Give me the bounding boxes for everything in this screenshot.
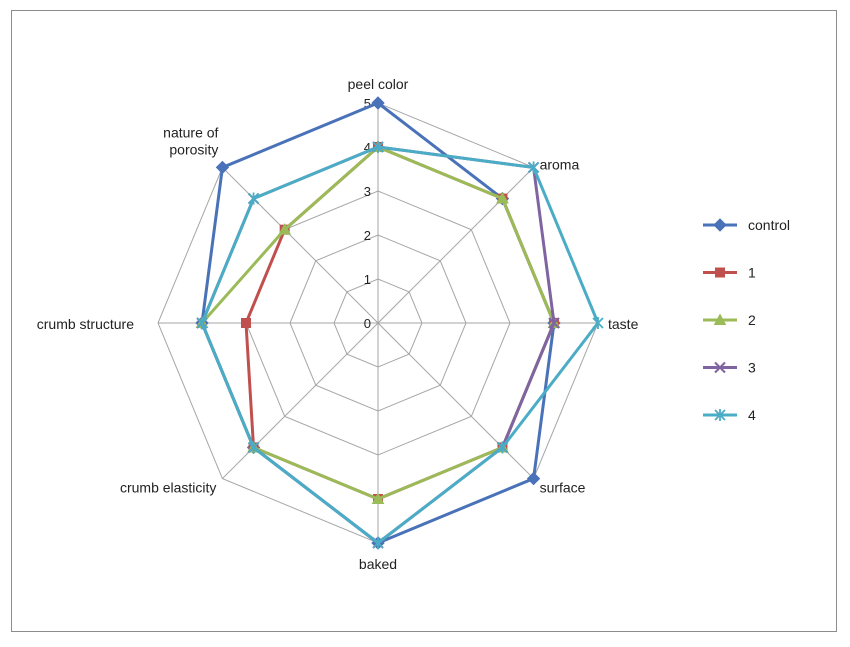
axis-label: crumb structure (37, 316, 134, 332)
legend-marker (713, 313, 727, 325)
data-point (496, 441, 509, 454)
data-point (241, 318, 251, 328)
tick-label: 3 (364, 184, 371, 199)
legend-label: 1 (748, 265, 756, 281)
data-point (527, 161, 540, 174)
series-4 (196, 141, 604, 549)
legend-marker-stroke (714, 361, 726, 374)
axis-label: peel color (348, 76, 409, 92)
legend-label: 2 (748, 312, 756, 328)
data-point (371, 492, 385, 504)
legend-marker (714, 409, 726, 421)
legend-marker (713, 218, 727, 232)
legend-label: 4 (748, 407, 756, 423)
data-point (247, 192, 260, 205)
data-point (247, 441, 260, 454)
tick-label: 2 (364, 228, 371, 243)
legend: control 1 2 3 4 (703, 217, 790, 423)
axis-label: taste (608, 316, 639, 332)
axis-label: nature of (163, 124, 218, 140)
axis-label: porosity (169, 141, 218, 157)
grid-spoke (377, 167, 534, 324)
data-point (592, 317, 604, 329)
legend-marker (715, 267, 725, 278)
grid-spoke (222, 322, 379, 479)
axis-label: crumb elasticity (120, 480, 216, 496)
data-point (371, 96, 385, 110)
tick-label: 5 (364, 96, 371, 111)
data-point (372, 537, 384, 549)
legend-label: control (748, 217, 790, 233)
data-point (196, 317, 208, 329)
legend-label: 3 (748, 360, 756, 376)
tick-label: 1 (364, 272, 371, 287)
data-point (372, 141, 384, 153)
data-point-stroke (548, 317, 560, 329)
legend-marker (714, 361, 726, 374)
axis-label: aroma (540, 156, 580, 172)
tick-label: 0 (364, 316, 371, 331)
data-point (496, 192, 509, 204)
data-point (215, 160, 230, 175)
tick-label: 4 (364, 140, 371, 155)
grid-spoke (222, 167, 379, 324)
data-point (278, 223, 292, 235)
axis-label: surface (540, 480, 586, 496)
data-point (548, 317, 560, 329)
chart-frame (11, 10, 837, 632)
grid-spoke (377, 322, 534, 479)
axis-label: baked (359, 556, 397, 572)
data-point (526, 471, 541, 486)
